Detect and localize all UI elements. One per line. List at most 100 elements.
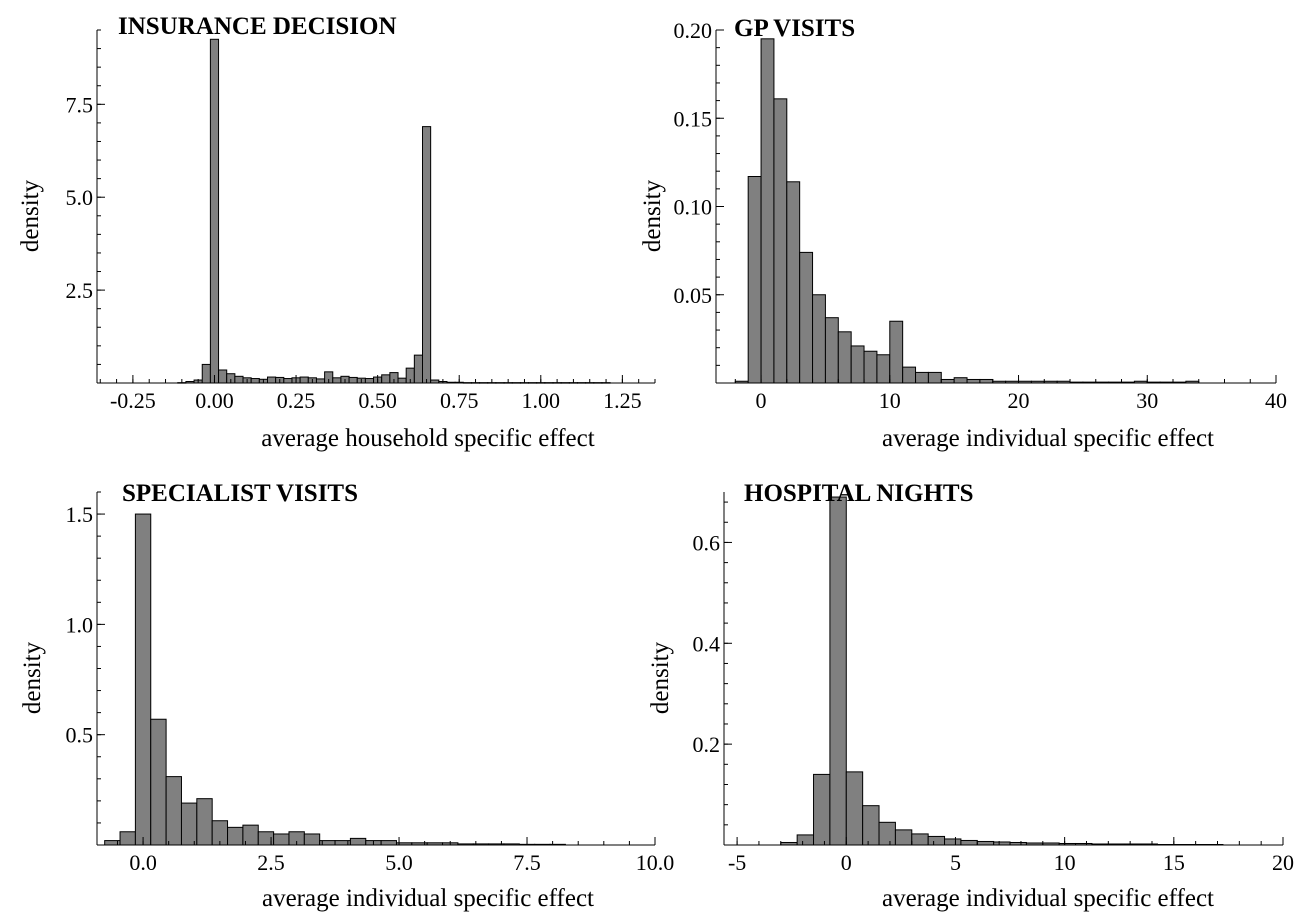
bars-hospital-nights <box>780 496 1224 846</box>
y-tick-label: 0.5 <box>66 723 94 748</box>
panel-title: GP VISITS <box>734 15 855 42</box>
histogram-bar <box>862 805 880 846</box>
x-tick-label: 0.0 <box>129 850 157 875</box>
histogram-bar <box>299 376 309 384</box>
x-tick-label: 5 <box>950 850 961 875</box>
histogram-bar <box>201 363 211 384</box>
histogram-bar <box>348 376 358 384</box>
x-tick-label: -0.25 <box>110 388 156 413</box>
ticks-gp-visits: 0 10 20 30 40 0.05 0.10 0.15 0.20 <box>674 18 1288 413</box>
histogram-bar <box>824 317 839 384</box>
ticks-hospital-nights: -5 0 5 10 15 20 0.2 0.4 0.6 <box>693 501 1294 875</box>
histogram-bar <box>273 833 290 846</box>
y-tick-label: 1.0 <box>66 612 94 637</box>
histogram-bar <box>829 496 847 846</box>
histogram-bar <box>150 718 167 846</box>
x-axis-label: average individual specific effect <box>882 425 1214 452</box>
histogram-bar <box>915 371 929 384</box>
histogram-bar <box>979 378 994 384</box>
histogram-bar <box>283 378 293 384</box>
histogram-bar <box>227 826 244 846</box>
y-tick-label: 0.10 <box>674 195 713 220</box>
x-tick-label: 30 <box>1136 388 1158 413</box>
x-tick-label: 0.25 <box>277 388 316 413</box>
x-tick-label: 0.00 <box>195 388 234 413</box>
y-axis-label: density <box>17 179 44 252</box>
y-tick-label: 5.0 <box>66 185 94 210</box>
x-tick-label: 10 <box>1054 850 1076 875</box>
histogram-bar <box>364 378 375 384</box>
x-tick-label: 7.5 <box>513 850 541 875</box>
ticks-specialist-visits: 0.0 2.5 5.0 7.5 10.0 0.5 1.0 1.5 <box>66 491 675 875</box>
histogram-bar <box>786 181 801 384</box>
x-tick-label: 0 <box>756 388 767 413</box>
panel-specialist-visits: 0.0 2.5 5.0 7.5 10.0 0.5 1.0 1.5 SPECIALIST VIS… <box>19 480 674 912</box>
histogram-bar <box>760 38 775 384</box>
histogram-bar <box>889 320 904 384</box>
histogram-bar <box>349 837 367 846</box>
x-tick-label: 1.00 <box>522 388 561 413</box>
histogram-bar <box>119 831 136 846</box>
x-tick-label: 10.0 <box>636 850 675 875</box>
y-tick-label: 1.5 <box>66 502 94 527</box>
x-tick-label: 40 <box>1265 388 1287 413</box>
histogram-bar <box>863 350 878 384</box>
x-axis-label: average household specific effect <box>261 425 594 452</box>
panel-title: HOSPITAL NIGHTS <box>744 480 973 507</box>
histogram-bar <box>332 377 342 384</box>
y-tick-label: 0.6 <box>693 530 721 555</box>
x-tick-label: 20 <box>1272 850 1294 875</box>
histogram-bar <box>966 378 981 384</box>
y-axis-label: density <box>19 641 46 714</box>
histogram-bar <box>911 833 929 846</box>
histogram-bar <box>250 378 260 384</box>
histogram-bar <box>397 377 407 384</box>
y-tick-label: 2.5 <box>66 278 94 303</box>
bars-gp-visits <box>734 38 1200 384</box>
histogram-bar <box>878 821 896 846</box>
histogram-bar <box>380 840 397 846</box>
histogram-bar <box>940 378 955 384</box>
histogram-bar <box>845 771 864 846</box>
x-tick-label: 0 <box>841 850 852 875</box>
x-tick-label: 20 <box>1008 388 1030 413</box>
y-tick-label: 0.4 <box>693 631 721 656</box>
histogram-bar <box>234 375 244 384</box>
x-tick-label: 0.75 <box>440 388 479 413</box>
histogram-bar <box>944 838 962 846</box>
histogram-bar <box>180 802 198 846</box>
histogram-bar <box>850 345 865 384</box>
histogram-bar <box>134 513 152 846</box>
histogram-bar <box>422 126 432 384</box>
ticks-insurance-decision: -0.25 0.00 0.25 0.50 0.75 1.00 1.25 2.5 5.0 7.5 <box>66 29 656 413</box>
x-tick-label: 15 <box>1163 850 1185 875</box>
x-tick-label: 10 <box>879 388 901 413</box>
panel-insurance-decision: -0.25 0.00 0.25 0.50 0.75 1.00 1.25 2.5 5.0 7.5 I… <box>17 13 656 452</box>
histogram-bar <box>953 377 968 384</box>
panel-gp-visits: 0 10 20 30 40 0.05 0.10 0.15 0.20 GP VISITS aver… <box>639 15 1287 452</box>
histogram-bar <box>813 773 831 846</box>
histogram-bar <box>960 839 978 846</box>
y-tick-label: 0.05 <box>674 283 713 308</box>
panel-hospital-nights: -5 0 5 10 15 20 0.2 0.4 0.6 HOSPITAL NIGHTS aver… <box>647 480 1294 912</box>
histogram-bar <box>902 366 917 384</box>
histogram-bar <box>267 376 277 384</box>
panel-title: SPECIALIST VISITS <box>122 480 358 507</box>
y-tick-label: 0.2 <box>693 732 721 757</box>
histogram-bar <box>303 833 321 846</box>
histogram-bar <box>876 354 891 384</box>
histogram-bar <box>927 835 946 846</box>
histogram-bar <box>381 374 391 384</box>
histogram-bar <box>894 829 913 846</box>
panel-title: INSURANCE DECISION <box>118 13 397 40</box>
histogram-bar <box>315 378 326 384</box>
histogram-bar <box>773 98 788 384</box>
histogram-bar <box>927 371 942 384</box>
x-tick-label: -5 <box>728 850 746 875</box>
histogram-bar <box>976 840 995 846</box>
histogram-bar <box>413 354 423 384</box>
y-tick-label: 0.20 <box>674 18 713 43</box>
y-tick-label: 7.5 <box>66 92 94 117</box>
bars-insurance-decision <box>177 38 611 384</box>
